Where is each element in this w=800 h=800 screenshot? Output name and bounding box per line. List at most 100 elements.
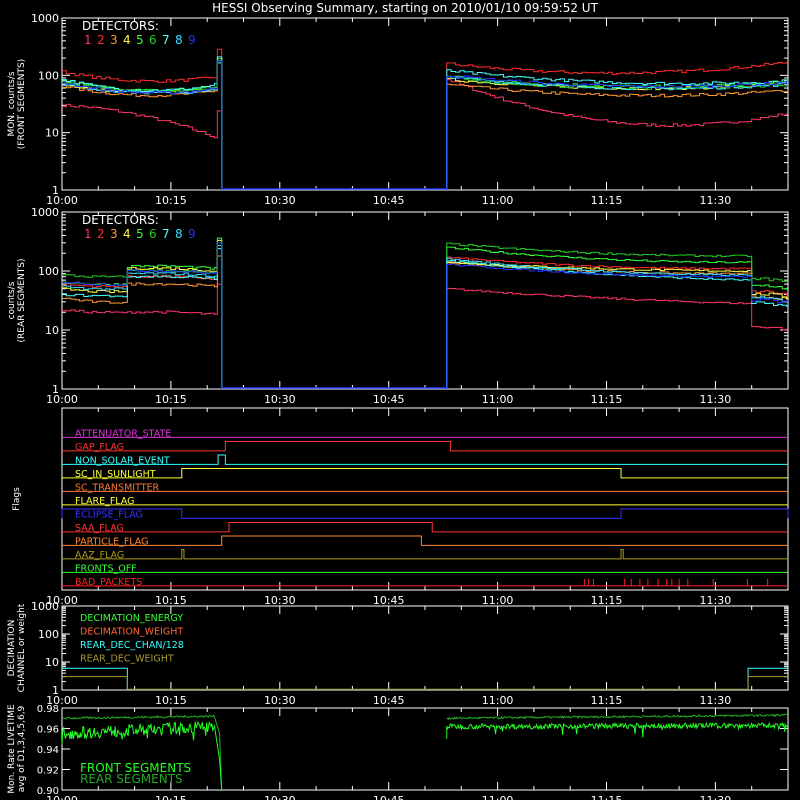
flag-label-bad_packets: BAD_PACKETS	[75, 577, 142, 588]
legend-entry-rear-segments: REAR SEGMENTS	[80, 772, 183, 786]
flag-line-non_solar_event	[62, 454, 788, 465]
x-tick-label: 10:30	[264, 694, 296, 707]
flag-label-sc_transmitter: SC_TRANSMITTER	[75, 482, 160, 493]
x-tick-label: 10:15	[155, 594, 187, 607]
y-axis-label: CHANNEL or weight	[17, 603, 27, 692]
legend-entry-front-segments: FRONT SEGMENTS	[80, 761, 191, 775]
legend-entry-9: 9	[188, 33, 196, 47]
series-5-pre-gap	[62, 58, 223, 190]
y-axis-label: MON. counts/s	[7, 71, 17, 136]
legend-entry-decimation_weight: DECIMATION_WEIGHT	[80, 627, 183, 638]
legend-entry-1: 1	[84, 227, 92, 241]
x-tick-label: 11:30	[700, 794, 732, 800]
legend-entry-3: 3	[110, 33, 118, 47]
legend-entry-4: 4	[123, 227, 131, 241]
flag-line-eclipse_flag	[61, 508, 789, 519]
y-tick-label: 0.90	[37, 786, 59, 797]
x-tick-label: 11:00	[482, 194, 514, 207]
x-tick-label: 11:30	[700, 194, 732, 207]
flag-line-particle_flag	[62, 535, 788, 546]
x-tick-label: 11:00	[482, 794, 514, 800]
y-tick-label: 100	[38, 69, 59, 82]
x-tick-label: 11:00	[482, 594, 514, 607]
x-tick-label: 11:15	[591, 194, 623, 207]
y-tick-label: 10	[45, 656, 59, 669]
series-4-pre-gap	[62, 239, 223, 389]
y-axis-label: avg of D1,3,4,5,6,9	[17, 705, 27, 792]
series-3-pre-gap	[62, 255, 223, 389]
x-tick-label: 10:00	[46, 694, 78, 707]
x-tick-label: 11:30	[700, 393, 732, 406]
legend-entry-3: 3	[110, 227, 118, 241]
x-tick-label: 11:15	[591, 694, 623, 707]
y-axis-label: Flags	[12, 487, 22, 511]
x-tick-label: 10:30	[264, 194, 296, 207]
y-tick-label: 0.98	[37, 704, 59, 715]
x-tick-label: 10:00	[46, 194, 78, 207]
x-tick-label: 10:45	[373, 694, 405, 707]
flag-label-fronts_off: FRONTS_OFF	[75, 563, 137, 574]
series-6-post-gap	[446, 242, 788, 389]
legend-entry-decimation_energy: DECIMATION_ENERGY	[80, 613, 183, 624]
x-tick-label: 10:45	[373, 194, 405, 207]
series-7-post-gap	[446, 69, 788, 190]
panel-rear-rates: 10:00 10:15 10:30 10:45 11:00 11:15 11:30 count…	[7, 206, 789, 406]
x-tick-label: 10:30	[264, 594, 296, 607]
flag-line-sc_in_sunlight	[62, 467, 788, 479]
y-tick-label: 0.92	[37, 766, 59, 777]
series-6-pre-gap	[62, 60, 223, 190]
rear-dec-weight-line	[62, 676, 788, 690]
x-tick-label: 10:30	[264, 794, 296, 800]
panel-livetime: 10:00 10:15 10:30 10:45 11:00 11:15 11:30 Mon. …	[7, 704, 789, 800]
rear-livetime-post-gap	[446, 713, 788, 721]
legend-entry-4: 4	[123, 33, 131, 47]
x-tick-label: 11:30	[700, 694, 732, 707]
y-tick-label: 1000	[31, 12, 59, 25]
series-7-post-gap	[446, 260, 788, 389]
legend-title: DETECTORS:	[82, 19, 159, 33]
legend-entry-9: 9	[188, 227, 196, 241]
x-tick-label: 10:15	[155, 194, 187, 207]
panel-decimation: 10:00 10:15 10:30 10:45 11:00 11:15 11:30 DECIM…	[7, 600, 789, 707]
flag-line-aaz_flag	[62, 548, 788, 560]
flag-label-eclipse_flag: ECLIPSE_FLAG	[75, 509, 143, 520]
legend-entry-1: 1	[84, 33, 92, 47]
series-2-pre-gap	[62, 48, 223, 190]
flag-label-aaz_flag: AAZ_FLAG	[75, 550, 124, 561]
series-5-post-gap	[446, 246, 788, 389]
x-tick-label: 10:15	[155, 694, 187, 707]
series-1-pre-gap	[62, 283, 223, 389]
series-9-pre-gap	[62, 60, 223, 190]
x-tick-label: 11:00	[482, 393, 514, 406]
legend-entry-rear_dec_chan/128: REAR_DEC_CHAN/128	[80, 640, 184, 651]
series-4-post-gap	[446, 261, 788, 389]
y-axis-label: (REAR SEGMENTS)	[17, 258, 27, 342]
x-tick-label: 11:30	[700, 594, 732, 607]
legend-entry-6: 6	[149, 227, 157, 241]
series-1-pre-gap	[62, 103, 223, 190]
flag-label-gap_flag: GAP_FLAG	[75, 442, 124, 453]
front-livetime-post-gap	[446, 721, 788, 739]
front-livetime-pre-gap	[61, 720, 223, 791]
series-8-pre-gap	[62, 245, 223, 389]
legend-entry-8: 8	[175, 33, 183, 47]
chart-title: HESSI Observing Summary, starting on 201…	[212, 1, 598, 15]
series-1-post-gap	[446, 287, 788, 389]
x-tick-label: 10:15	[155, 794, 187, 800]
series-8-post-gap	[446, 76, 788, 190]
series-5-pre-gap	[62, 237, 223, 389]
series-2-post-gap	[446, 62, 788, 190]
legend-entry-rear_dec_weight: REAR_DEC_WEIGHT	[80, 654, 174, 665]
x-tick-label: 10:00	[46, 393, 78, 406]
x-tick-label: 11:15	[591, 794, 623, 800]
y-tick-label: 1	[52, 383, 59, 396]
series-3-post-gap	[446, 262, 788, 389]
series-2-post-gap	[446, 256, 788, 389]
series-7-pre-gap	[62, 56, 223, 190]
y-tick-label: 10	[45, 127, 59, 140]
flag-label-non_solar_event: NON_SOLAR_EVENT	[75, 455, 170, 466]
series-3-pre-gap	[62, 62, 223, 190]
x-tick-label: 11:15	[591, 393, 623, 406]
series-8-pre-gap	[62, 62, 223, 190]
